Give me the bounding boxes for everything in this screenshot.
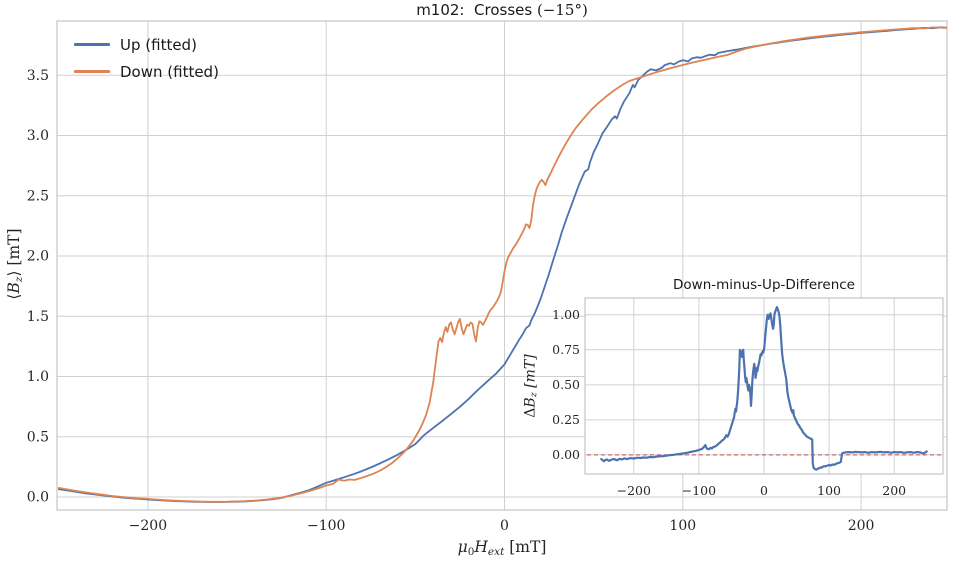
inset-title: Down-minus-Up-Difference [673, 277, 855, 293]
y-tick-label: 0.50 [552, 377, 580, 392]
label-fragment: μ [457, 538, 468, 557]
y-tick-label: 1.00 [552, 307, 580, 322]
legend-item-down: Down (fitted) [74, 58, 219, 85]
legend-line-up-icon [74, 43, 110, 46]
label-fragment: ⟩ [5, 270, 24, 277]
chart-title: m102: Crosses (−15°) [57, 1, 947, 19]
y-tick-label: 0.75 [552, 342, 580, 357]
x-tick-label: 100 [669, 518, 696, 534]
series-line-difference [600, 306, 928, 471]
label-fragment: B [522, 397, 539, 408]
label-fragment: z [528, 392, 540, 398]
x-tick-label: 200 [882, 483, 906, 498]
x-tick-label: −200 [129, 518, 167, 534]
x-tick-label: 0 [760, 483, 768, 498]
y-tick-label: 0.00 [552, 447, 580, 462]
legend-item-up: Up (fitted) [74, 31, 219, 58]
label-fragment: [mT] [522, 354, 539, 393]
label-fragment: z [12, 276, 25, 283]
x-tick-label: 100 [817, 483, 841, 498]
label-fragment: [mT] [5, 228, 24, 271]
x-tick-label: −100 [682, 483, 716, 498]
y-tick-label: 1.0 [27, 369, 49, 385]
label-fragment: 0 [467, 545, 475, 558]
inset-axes: −200 −100 0 100 200 0.00 0.25 0.50 0.75 1.00 [552, 297, 944, 498]
label-fragment: Δ [522, 407, 539, 418]
y-axis-label: ⟨Bz⟩ [mT] [5, 228, 25, 299]
chart-title-math: (−15°) [536, 1, 588, 19]
legend-label-up: Up (fitted) [120, 35, 197, 54]
legend: Up (fitted) Down (fitted) [74, 31, 219, 85]
series-line-down-fitted [57, 26, 947, 503]
inset-y-axis-label: ΔBz [mT] [522, 354, 539, 417]
inset-axes-spines [584, 297, 944, 475]
main-axes: −200 −100 0 100 200 0.0 0.5 1.0 1.5 2.0 2.5 3.0 3.5 [27, 20, 948, 534]
y-tick-label: 0.25 [552, 412, 580, 427]
main-axes-spines [56, 20, 948, 511]
y-tick-label: 3.5 [27, 68, 49, 84]
x-tick-label: −200 [617, 483, 651, 498]
y-tick-label: 0.0 [27, 490, 49, 506]
chart-title-text: m102: Crosses [416, 1, 537, 19]
label-fragment: H [474, 538, 488, 557]
legend-label-down: Down (fitted) [120, 62, 219, 81]
y-tick-label: 3.0 [27, 128, 49, 144]
y-tick-label: 2.5 [27, 189, 49, 205]
y-tick-label: 1.5 [27, 309, 49, 325]
y-tick-label: 2.0 [27, 249, 49, 265]
y-tick-label: 0.5 [27, 430, 49, 446]
x-tick-label: −100 [307, 518, 345, 534]
x-tick-label: 0 [500, 518, 509, 534]
x-axis-label: μ0Hext [mT] [458, 538, 547, 558]
label-fragment: ⟨ [5, 293, 24, 300]
label-fragment: B [5, 282, 24, 294]
x-tick-label: 200 [848, 518, 875, 534]
legend-line-down-icon [74, 70, 110, 73]
label-fragment: ext [487, 545, 505, 558]
label-fragment: [mT] [504, 538, 547, 557]
